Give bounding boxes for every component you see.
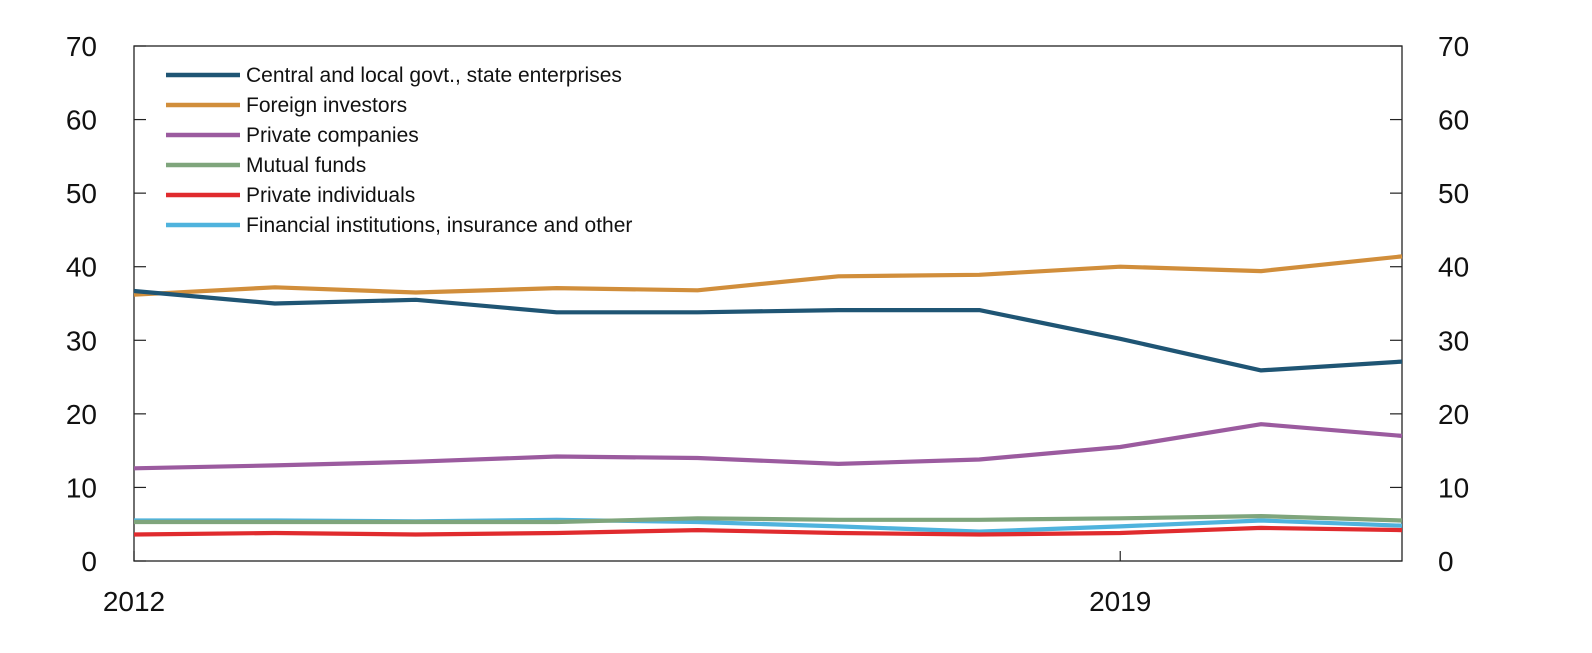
series-layer: [133, 254, 1403, 537]
y-tick-label-right: 60: [1438, 105, 1469, 136]
y-tick-label-left: 0: [81, 546, 97, 577]
series-line-1: [133, 288, 1403, 373]
y-tick-label-right: 50: [1438, 178, 1469, 209]
y-tick-label-right: 20: [1438, 399, 1469, 430]
y-tick-label-left: 60: [66, 105, 97, 136]
y-tick-label-left: 30: [66, 325, 97, 356]
legend-label-2: Foreign investors: [246, 94, 407, 117]
y-tick-label-left: 40: [66, 252, 97, 283]
y-tick-label-left: 10: [66, 472, 97, 503]
x-tick-label: 2019: [1089, 586, 1151, 617]
legend-label-4: Mutual funds: [246, 154, 366, 177]
y-tick-label-left: 20: [66, 399, 97, 430]
series-line-5: [133, 525, 1403, 537]
x-tick-label: 2012: [103, 586, 165, 617]
series-line-2: [133, 254, 1403, 297]
legend-label-6: Financial institutions, insurance and ot…: [246, 214, 632, 237]
series-line-3: [133, 422, 1403, 471]
legend-label-3: Private companies: [246, 124, 419, 147]
plot-frame: [133, 45, 1403, 562]
y-tick-label-left: 70: [66, 31, 97, 62]
y-tick-label-right: 70: [1438, 31, 1469, 62]
legend-label-1: Central and local govt., state enterpris…: [246, 64, 622, 87]
y-tick-label-right: 30: [1438, 325, 1469, 356]
y-tick-label-right: 40: [1438, 252, 1469, 283]
y-tick-label-right: 10: [1438, 472, 1469, 503]
legend-label-5: Private individuals: [246, 184, 415, 207]
series-line-4: [134, 513, 1403, 525]
y-tick-label-left: 50: [66, 178, 97, 209]
legend: Central and local govt., state enterpris…: [166, 64, 632, 237]
axes: 0 0 10 10 20 20 30 30 40 40 50 50 60 60 70 70 2012 2019: [66, 31, 1469, 617]
y-tick-label-right: 0: [1438, 546, 1454, 577]
